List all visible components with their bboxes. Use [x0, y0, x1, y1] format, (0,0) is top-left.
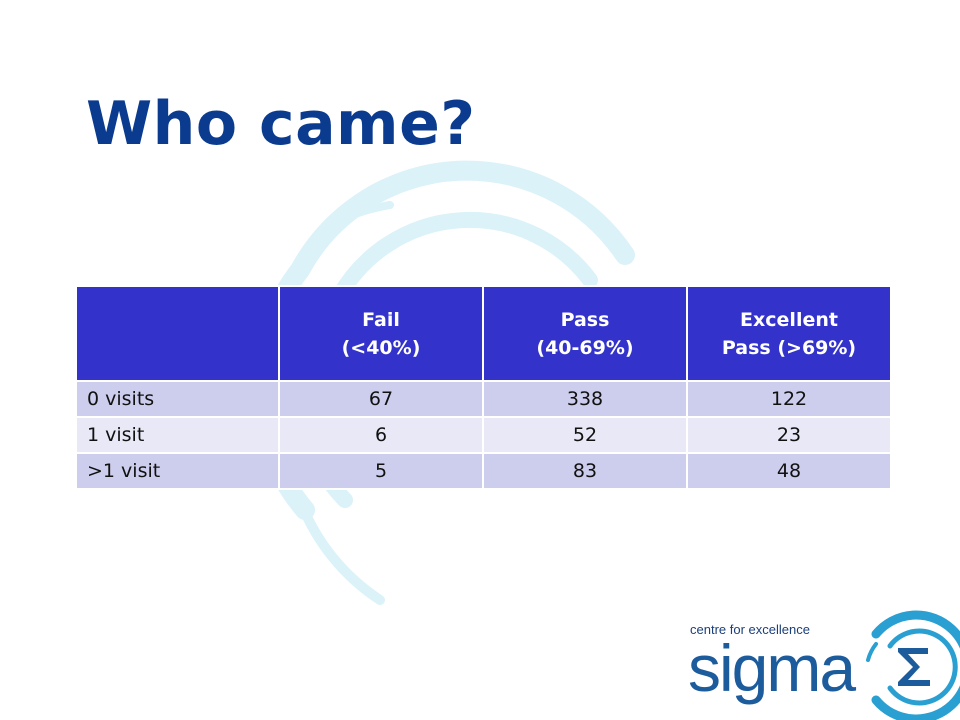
header-fail: Fail (<40%) [278, 285, 484, 382]
row-label: >1 visit [75, 452, 280, 490]
cell-excellent: 48 [686, 452, 892, 490]
arc-inner-small [295, 495, 385, 605]
cell-excellent: 23 [686, 416, 892, 454]
cell-pass: 52 [482, 416, 688, 454]
row-label: 1 visit [75, 416, 280, 454]
cell-pass: 338 [482, 380, 688, 418]
sigma-circle-icon [866, 610, 960, 720]
table-row: 0 visits 67 338 122 [75, 380, 892, 418]
cell-fail: 5 [278, 452, 484, 490]
cell-fail: 67 [278, 380, 484, 418]
page-title: Who came? [86, 89, 476, 159]
logo-tagline: centre for excellence [690, 622, 810, 637]
logo-wordmark: sigma [688, 631, 856, 705]
table-header-row: Fail (<40%) Pass (40-69%) Excellent Pass… [75, 285, 892, 382]
cell-fail: 6 [278, 416, 484, 454]
cell-pass: 83 [482, 452, 688, 490]
sigma-logo: centre for excellence sigma [688, 600, 960, 720]
results-table: Fail (<40%) Pass (40-69%) Excellent Pass… [75, 285, 892, 490]
arc-middle [332, 211, 598, 303]
table-row: 1 visit 6 52 23 [75, 416, 892, 454]
cell-excellent: 122 [686, 380, 892, 418]
header-pass: Pass (40-69%) [482, 285, 688, 382]
arc-inner [326, 201, 394, 229]
header-excellent-pass: Excellent Pass (>69%) [686, 285, 892, 382]
row-label: 0 visits [75, 380, 280, 418]
table-row: >1 visit 5 83 48 [75, 452, 892, 490]
header-empty-cell [75, 285, 280, 382]
